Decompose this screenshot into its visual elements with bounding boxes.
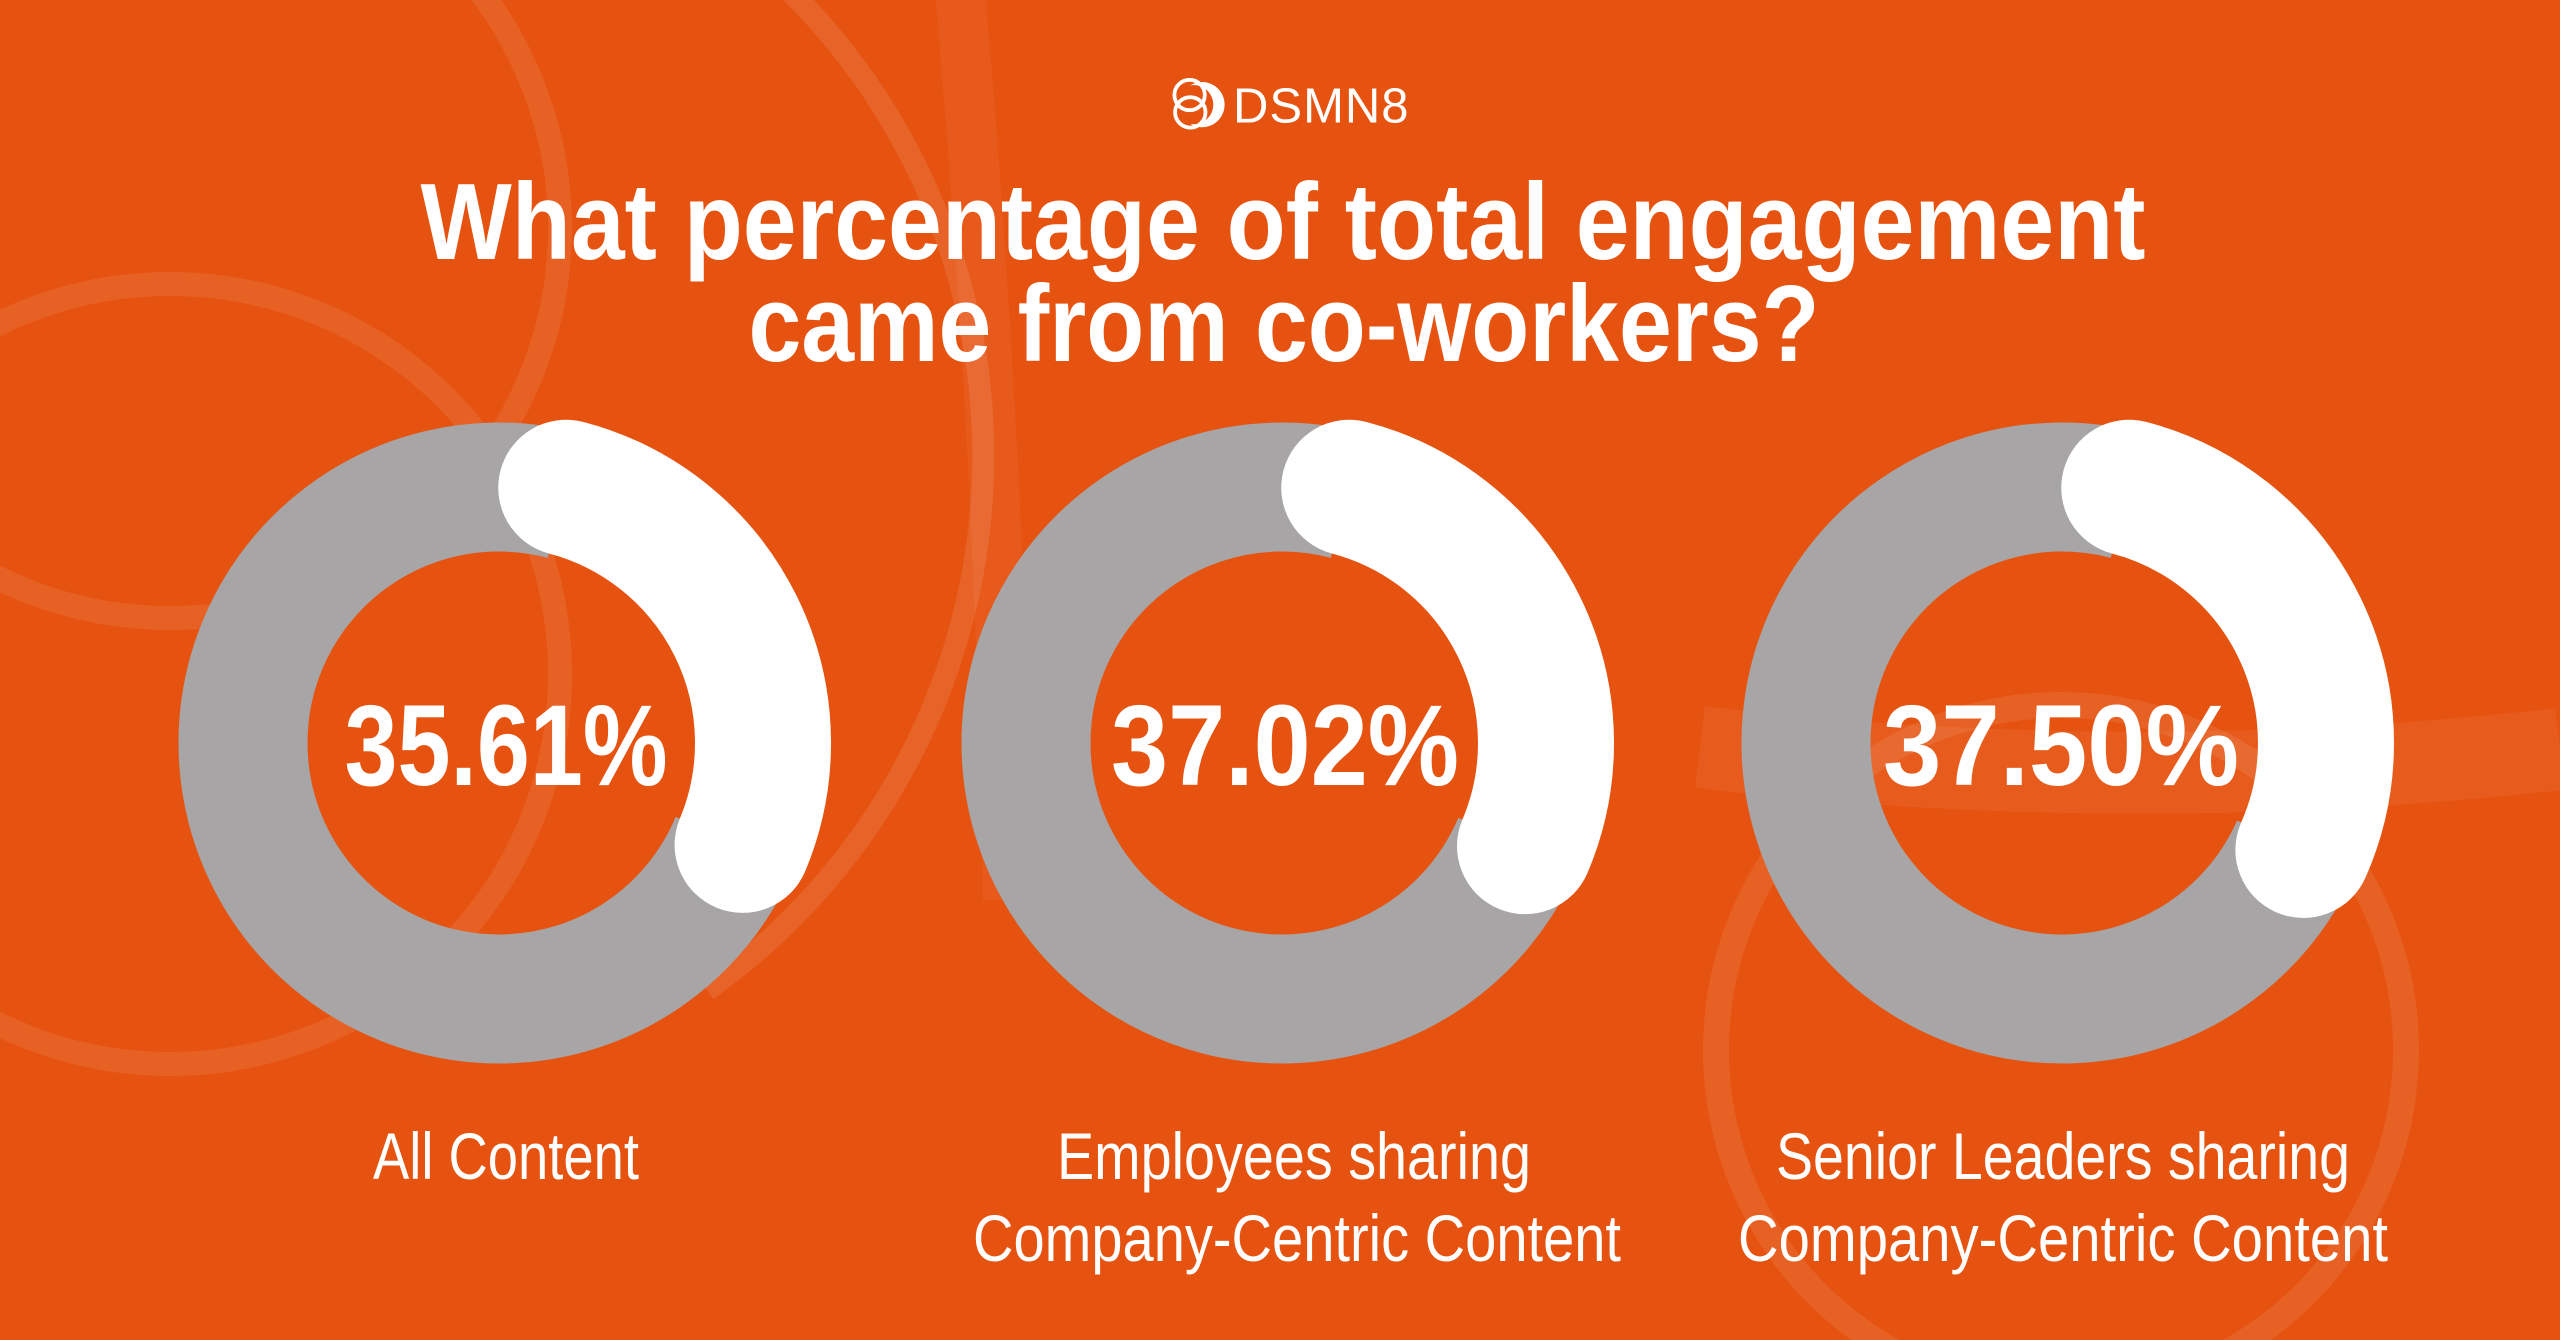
svg-text:Employees sharing: Employees sharing <box>1057 1119 1531 1193</box>
svg-text:DSMN8: DSMN8 <box>1233 80 1410 134</box>
svg-text:Senior Leaders sharing: Senior Leaders sharing <box>1776 1119 2350 1193</box>
svg-text:37.50%: 37.50% <box>1883 682 2239 810</box>
svg-text:What percentage of total engag: What percentage of total engagement <box>421 161 2146 283</box>
svg-text:37.02%: 37.02% <box>1111 682 1459 810</box>
svg-text:All Content: All Content <box>373 1119 639 1193</box>
svg-text:35.61%: 35.61% <box>345 682 668 810</box>
svg-text:came from co-workers?: came from co-workers? <box>749 263 1820 385</box>
svg-text:Company-Centric Content: Company-Centric Content <box>1738 1201 2388 1275</box>
svg-text:Company-Centric Content: Company-Centric Content <box>973 1201 1621 1275</box>
